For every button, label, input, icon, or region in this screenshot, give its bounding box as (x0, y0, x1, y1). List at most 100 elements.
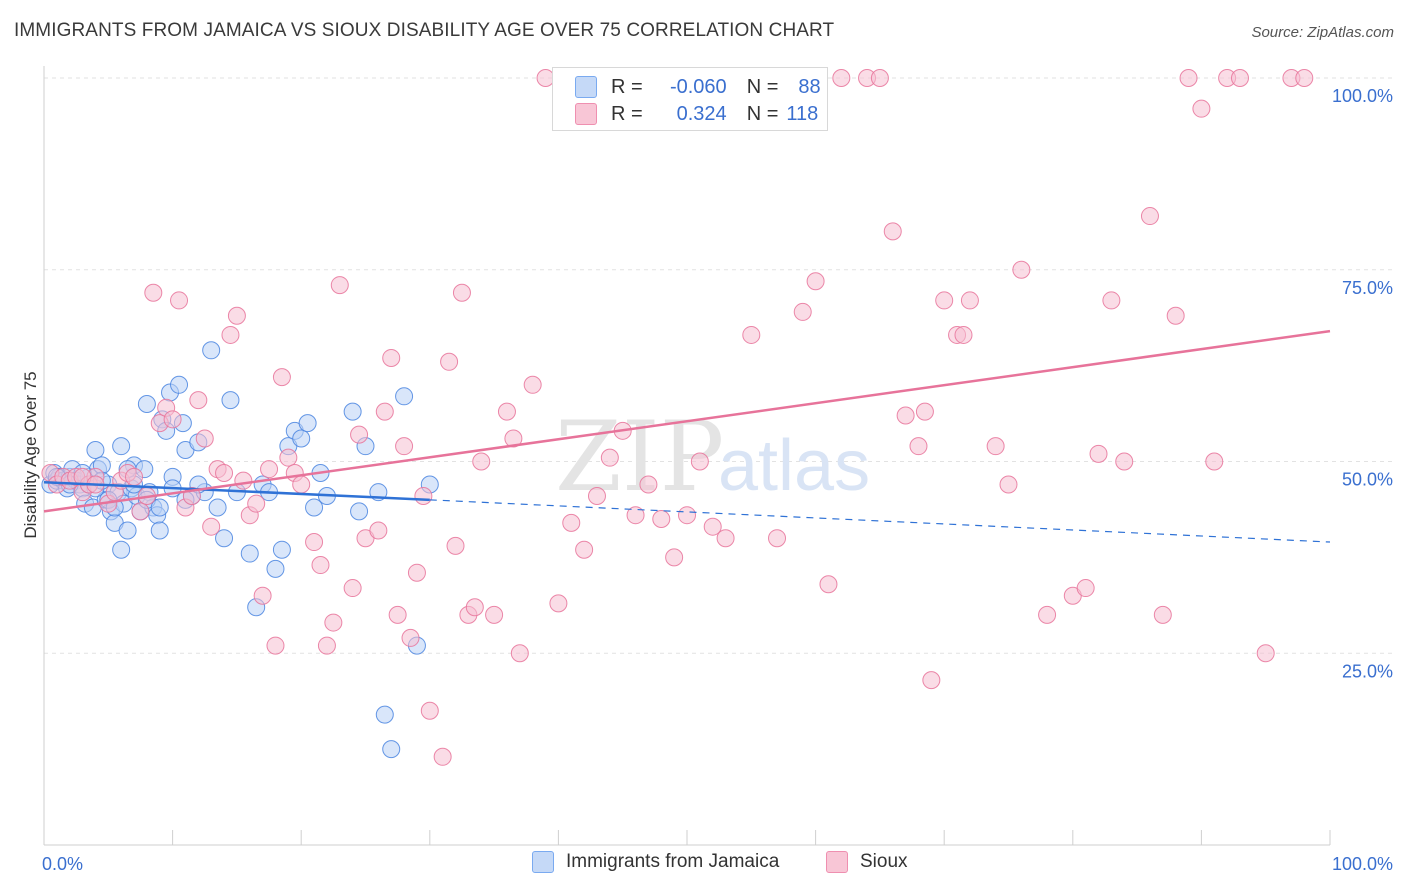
trend-line-jamaica (43, 480, 430, 502)
data-point (742, 325, 761, 344)
y-axis-label: Disability Age Over 75 (21, 371, 40, 538)
data-point (292, 475, 311, 494)
data-point (317, 636, 336, 655)
data-point (382, 348, 401, 367)
legend-r-value: 0.324 (676, 102, 727, 125)
data-point (915, 402, 934, 421)
data-point (215, 464, 234, 483)
data-point (414, 487, 433, 506)
data-point (330, 276, 349, 295)
data-point (311, 556, 330, 575)
y-tick-label: 75.0% (1342, 278, 1393, 298)
data-point (472, 452, 491, 471)
data-point (324, 613, 343, 632)
series-sioux-points (41, 69, 1314, 766)
data-point (523, 375, 542, 394)
data-point (716, 529, 735, 548)
data-point (922, 671, 941, 690)
legend-item-sioux: Sioux (826, 851, 908, 873)
data-point (266, 559, 285, 578)
legend-n-label: N = (746, 102, 779, 125)
data-point (253, 586, 272, 605)
data-point (1230, 69, 1249, 87)
data-point (1179, 69, 1198, 87)
legend-swatch-jamaica (532, 851, 554, 873)
data-point (375, 402, 394, 421)
data-point (150, 498, 169, 517)
data-point (446, 536, 465, 555)
data-point (497, 402, 516, 421)
y-tick-label: 100.0% (1332, 86, 1393, 106)
data-point (298, 414, 317, 433)
data-point (1205, 452, 1224, 471)
data-point (1115, 452, 1134, 471)
series-jamaica-points (41, 341, 439, 759)
y-tick-label: 25.0% (1342, 661, 1393, 681)
data-point (163, 410, 182, 429)
data-point (266, 636, 285, 655)
data-point (665, 548, 684, 567)
data-point (272, 368, 291, 387)
data-point (395, 437, 414, 456)
legend-label-sioux: Sioux (860, 851, 908, 872)
tick-labels: 25.0% 50.0% 75.0% 100.0% 0.0% 100.0% (42, 86, 1393, 874)
data-point (1012, 260, 1031, 279)
data-point (999, 475, 1018, 494)
trend-line-sioux (43, 329, 1331, 513)
x-tick-label: 100.0% (1332, 854, 1393, 874)
data-point (690, 452, 709, 471)
legend-swatch-sioux (826, 851, 848, 873)
data-point (1140, 207, 1159, 226)
data-point (170, 375, 189, 394)
data-point (883, 222, 902, 241)
data-point (125, 467, 144, 486)
stats-legend: R = -0.060 N = 88 R = 0.324 N = 118 (552, 67, 828, 131)
data-point (118, 521, 137, 540)
data-point (221, 391, 240, 410)
data-point (350, 425, 369, 444)
data-point (247, 494, 266, 513)
data-point (272, 540, 291, 559)
data-point (819, 575, 838, 594)
data-point (452, 283, 471, 302)
data-point (703, 517, 722, 536)
data-point (189, 391, 208, 410)
legend-r-label: R = (611, 102, 643, 125)
data-point (150, 521, 169, 540)
data-point (215, 529, 234, 548)
data-point (260, 460, 279, 479)
data-point (652, 510, 671, 529)
data-point (960, 291, 979, 310)
data-point (575, 540, 594, 559)
data-point (832, 69, 851, 87)
legend-row-jamaica: R = -0.060 N = 88 (575, 73, 821, 101)
data-point (510, 644, 529, 663)
gridlines (44, 77, 1392, 654)
data-point (401, 628, 420, 647)
data-point (909, 437, 928, 456)
data-point (1076, 579, 1095, 598)
data-point (131, 502, 150, 521)
data-point (600, 448, 619, 467)
legend-label-jamaica: Immigrants from Jamaica (566, 851, 780, 872)
data-point (639, 475, 658, 494)
data-point (369, 521, 388, 540)
data-point (375, 705, 394, 724)
data-point (626, 506, 645, 525)
data-point (1038, 605, 1057, 624)
data-point (343, 579, 362, 598)
data-point (382, 740, 401, 759)
data-point (292, 429, 311, 448)
data-point (195, 429, 214, 448)
data-point (112, 437, 131, 456)
legend-n-value: 88 (798, 75, 821, 98)
data-point (86, 440, 105, 459)
data-point (549, 594, 568, 613)
data-point (395, 387, 414, 406)
data-point (240, 544, 259, 563)
data-point (227, 306, 246, 325)
series-legend: Immigrants from Jamaica Sioux (0, 851, 1406, 879)
data-point (954, 325, 973, 344)
legend-item-jamaica: Immigrants from Jamaica (532, 851, 779, 873)
